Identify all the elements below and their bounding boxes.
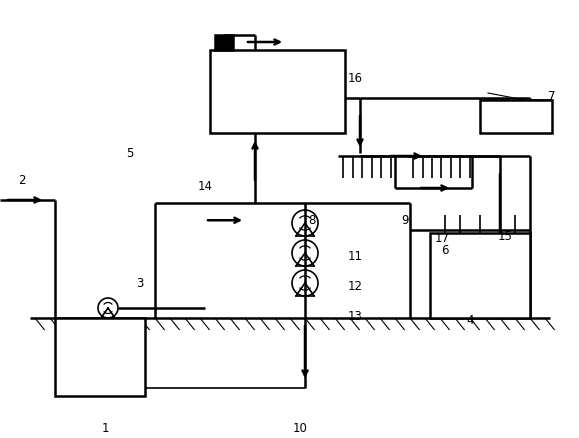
Text: 3: 3: [136, 277, 144, 290]
Text: 4: 4: [466, 314, 474, 327]
Text: 9: 9: [401, 214, 409, 227]
Text: 6: 6: [441, 244, 449, 257]
Bar: [55, 318, 145, 396]
Text: 15: 15: [497, 230, 512, 243]
Bar: [215, 36, 233, 51]
Text: 1: 1: [101, 421, 109, 434]
Bar: [430, 233, 530, 318]
Text: 11: 11: [347, 250, 362, 263]
Bar: [210, 51, 345, 134]
Text: 12: 12: [347, 280, 362, 293]
Bar: [480, 101, 552, 134]
Text: 10: 10: [292, 421, 307, 434]
Text: 2: 2: [19, 174, 25, 187]
Text: 5: 5: [126, 147, 134, 160]
Text: 16: 16: [347, 72, 362, 85]
Text: 8: 8: [308, 214, 316, 227]
Text: 14: 14: [197, 180, 212, 193]
Text: 13: 13: [347, 310, 362, 323]
Text: 17: 17: [434, 232, 449, 245]
Text: 7: 7: [548, 90, 556, 103]
